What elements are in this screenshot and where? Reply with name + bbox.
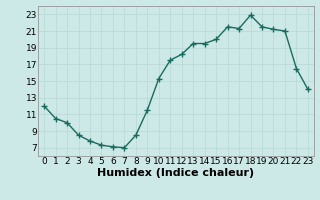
- X-axis label: Humidex (Indice chaleur): Humidex (Indice chaleur): [97, 168, 255, 178]
